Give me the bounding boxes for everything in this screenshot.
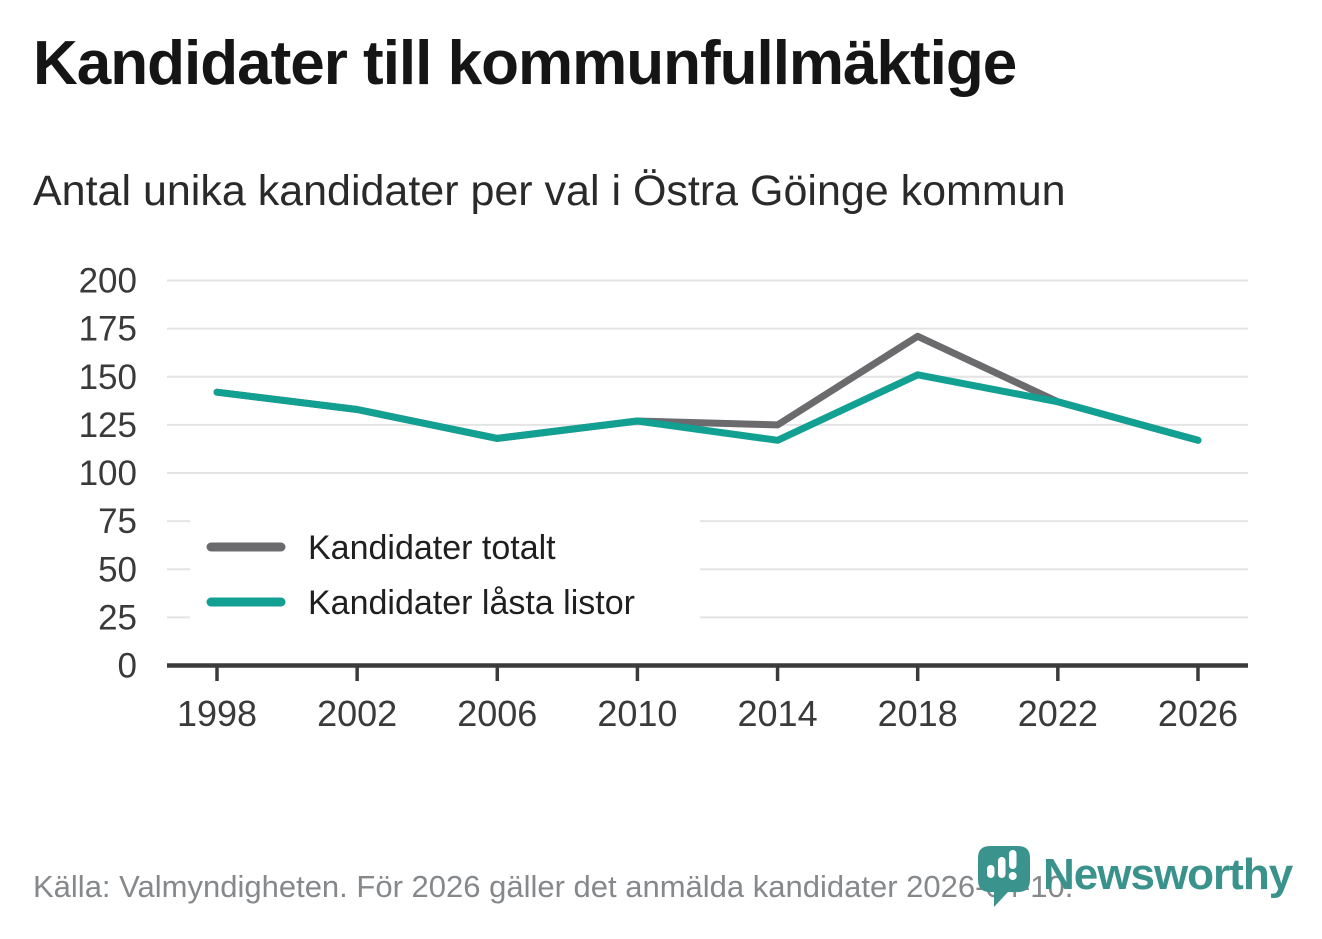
- y-axis-tick-label: 125: [79, 406, 137, 445]
- y-axis-tick-label: 25: [98, 598, 137, 637]
- y-axis-tick-label: 175: [79, 310, 137, 349]
- x-axis-tick-label: 2018: [878, 693, 958, 734]
- legend-background: [190, 518, 700, 632]
- legend-label-kandidater-totalt: Kandidater totalt: [308, 529, 556, 567]
- y-axis-tick-label: 100: [79, 454, 137, 493]
- x-axis-tick-label: 2006: [457, 693, 537, 734]
- newsworthy-pin-icon: [978, 846, 1030, 907]
- x-axis-tick-label: 2022: [1018, 693, 1098, 734]
- x-axis-tick-label: 2014: [738, 693, 818, 734]
- y-axis-tick-label: 150: [79, 358, 137, 397]
- x-axis-tick-label: 2010: [597, 693, 677, 734]
- y-axis-tick-label: 200: [79, 262, 137, 301]
- chart-title: Kandidater till kommunfullmäktige: [33, 29, 1017, 98]
- series-line-kandidater-lasta-listor: [213, 371, 1202, 444]
- x-axis-tick-label: 2026: [1158, 693, 1238, 734]
- source-note: Källa: Valmyndigheten. För 2026 gäller d…: [33, 869, 1074, 904]
- newsworthy-wordmark: Newsworthy: [1043, 850, 1293, 899]
- y-axis-tick-label: 50: [98, 550, 137, 589]
- y-axis-tick-label: 75: [98, 502, 137, 541]
- y-axis-tick-label: 0: [118, 647, 137, 686]
- newsworthy-logo: Newsworthy: [977, 845, 1307, 915]
- legend-label-kandidater-lasta-listor: Kandidater låsta listor: [308, 584, 635, 622]
- x-axis-tick-label: 1998: [177, 693, 257, 734]
- x-axis-tick-label: 2002: [317, 693, 397, 734]
- chart-subtitle: Antal unika kandidater per val i Östra G…: [33, 167, 1066, 215]
